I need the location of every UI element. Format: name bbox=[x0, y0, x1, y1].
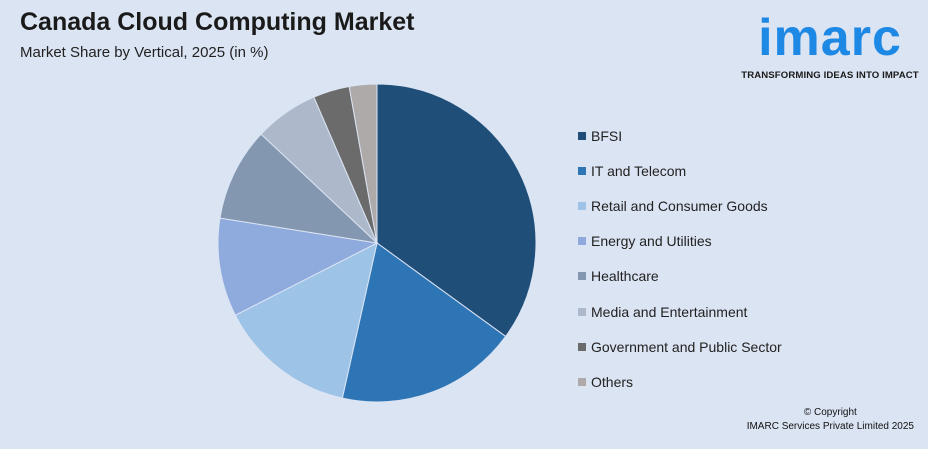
logo-tagline: TRANSFORMING IDEAS INTO IMPACT bbox=[741, 70, 919, 81]
pie-slice-energy-and-utilities bbox=[217, 217, 379, 316]
chart-subtitle: Market Share by Vertical, 2025 (in %) bbox=[20, 44, 269, 61]
pie-slice-retail-and-consumer-goods bbox=[234, 242, 378, 399]
legend-swatch bbox=[578, 342, 586, 351]
legend-item: Healthcare bbox=[578, 259, 878, 294]
legend-swatch bbox=[578, 201, 586, 210]
legend-label: Retail and Consumer Goods bbox=[591, 197, 768, 214]
legend-label: IT and Telecom bbox=[591, 162, 687, 179]
legend-item: IT and Telecom bbox=[578, 153, 878, 188]
legend-label: Others bbox=[591, 373, 634, 390]
legend-label: Media and Entertainment bbox=[591, 303, 748, 320]
chart-legend: BFSI IT and Telecom Retail and Consumer Go… bbox=[578, 118, 878, 400]
legend-label: Healthcare bbox=[591, 268, 659, 285]
legend-swatch bbox=[578, 237, 586, 246]
imarc-logo: imarc TRANSFORMING IDEAS INTO IMPACT bbox=[738, 8, 922, 88]
pie-slice-bfsi bbox=[376, 83, 537, 338]
legend-swatch bbox=[578, 307, 586, 316]
copyright-line: © Copyright bbox=[803, 407, 857, 418]
footer-copyright: © Copyright IMARC Services Private Limit… bbox=[747, 406, 914, 434]
pie-slice-others bbox=[348, 83, 378, 244]
legend-item: Government and Public Sector bbox=[578, 329, 878, 364]
legend-label: Government and Public Sector bbox=[591, 338, 782, 355]
logo-wordmark: imarc bbox=[758, 9, 902, 67]
legend-item: Energy and Utilities bbox=[578, 224, 878, 259]
legend-item: Others bbox=[578, 364, 878, 399]
legend-label: BFSI bbox=[591, 127, 623, 144]
legend-swatch bbox=[578, 377, 586, 386]
legend-item: Media and Entertainment bbox=[578, 294, 878, 329]
legend-swatch bbox=[578, 131, 586, 140]
pie-slice-healthcare bbox=[219, 133, 379, 244]
legend-item: Retail and Consumer Goods bbox=[578, 188, 878, 223]
chart-title: Canada Cloud Computing Market bbox=[20, 8, 415, 36]
legend-swatch bbox=[578, 166, 586, 175]
pie-slice-it-and-telecom bbox=[341, 242, 507, 403]
company-line: IMARC Services Private Limited 2025 bbox=[746, 421, 914, 432]
legend-label: Energy and Utilities bbox=[591, 233, 712, 250]
legend-item: BFSI bbox=[578, 118, 878, 153]
legend-swatch bbox=[578, 272, 586, 281]
